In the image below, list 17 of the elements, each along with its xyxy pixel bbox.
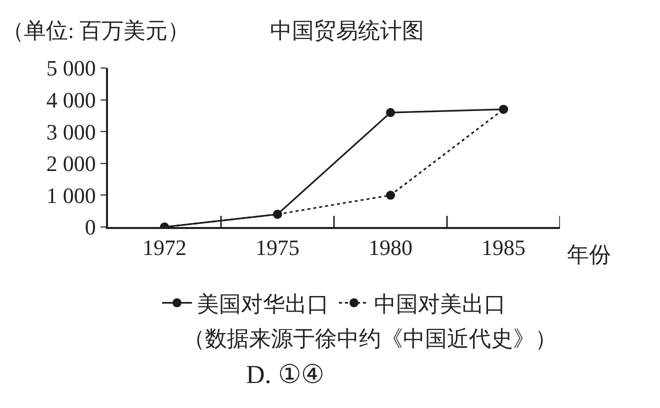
y-tick-label: 2 000 [46, 151, 96, 176]
y-axis-title: （单位: 百万美元） [2, 18, 190, 43]
y-tick-label: 4 000 [46, 88, 96, 112]
y-tick-label: 0 [84, 214, 96, 240]
legend-label: 美国对华出口 [197, 291, 329, 316]
legend-label: 中国对美出口 [374, 291, 506, 316]
y-tick-label: 5 000 [46, 56, 96, 81]
x-axis-title: 年份 [567, 242, 611, 267]
x-tick-label: 1985 [482, 235, 526, 260]
x-tick-label: 1975 [256, 235, 300, 260]
y-tick-label: 3 000 [46, 119, 96, 144]
y-tick-label: 1 000 [46, 182, 96, 208]
x-tick-label: 1972 [142, 235, 186, 260]
text: （数据来源于徐中约《中国近代史》） [183, 326, 557, 351]
text: D. ①④ [246, 360, 324, 389]
chart-title: 中国贸易统计图 [270, 18, 424, 43]
x-tick-label: 1980 [368, 235, 412, 260]
